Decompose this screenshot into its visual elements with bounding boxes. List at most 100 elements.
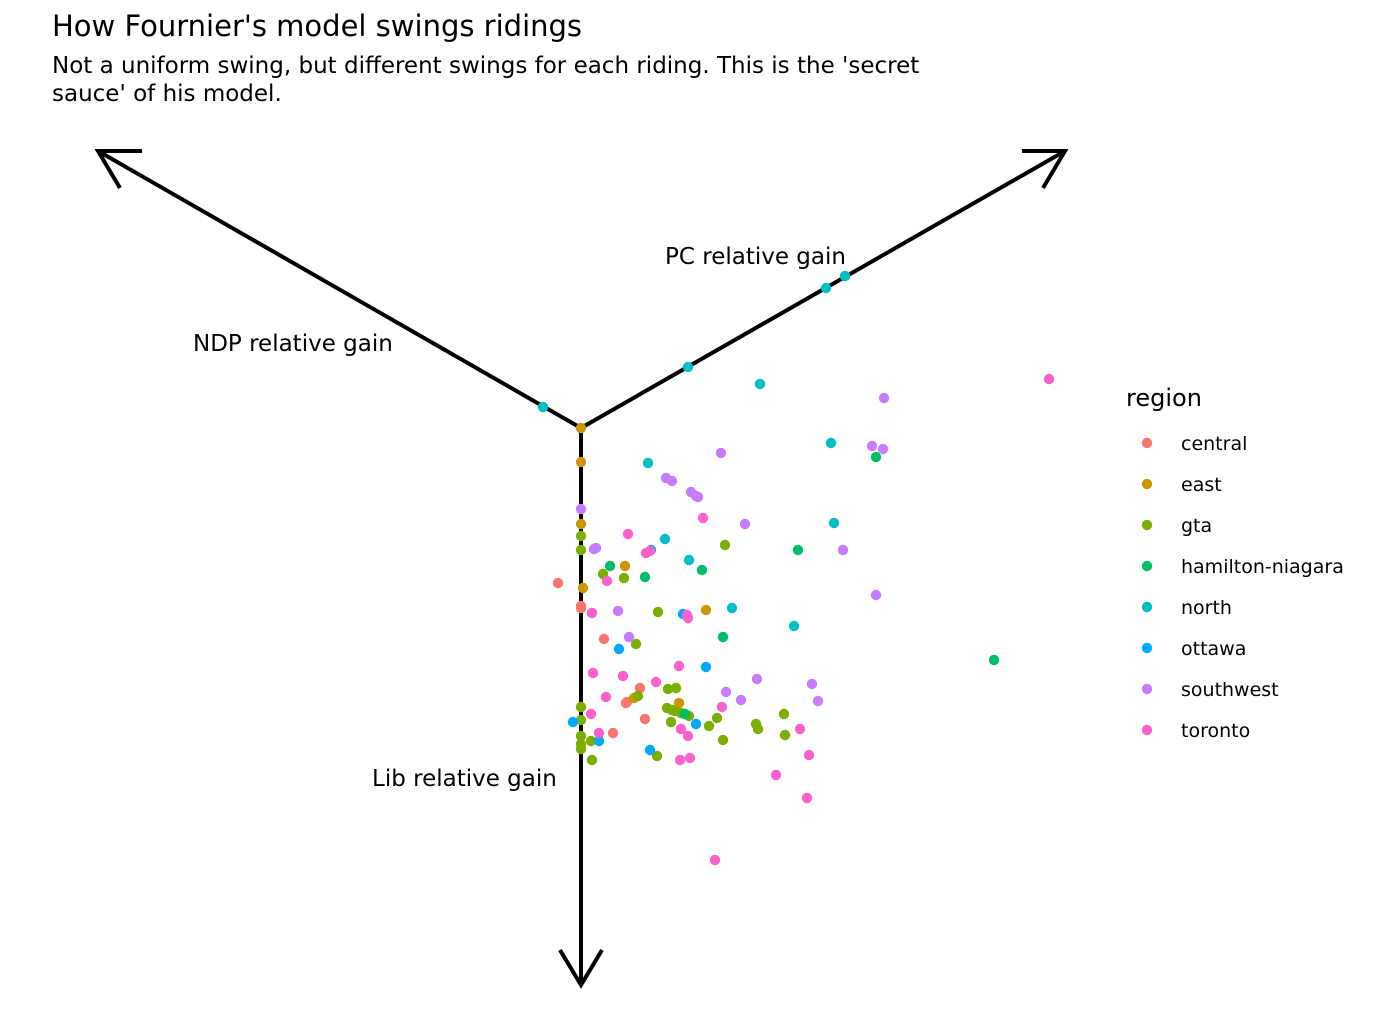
point-southwest-11 [739, 518, 751, 530]
point-toronto-23 [801, 792, 813, 804]
point-east-6 [673, 697, 685, 709]
point-gta-30 [651, 750, 663, 762]
point-north-2 [659, 533, 671, 545]
legend-key-east [1141, 478, 1153, 490]
chart-subtitle: Not a uniform swing, but different swing… [52, 53, 920, 107]
lib-axis-arrowhead [558, 948, 604, 989]
point-southwest-6 [666, 475, 678, 487]
legend-label-hamilton-niagara: hamilton-niagara [1181, 556, 1344, 578]
legend-label-north: north [1181, 597, 1232, 619]
point-gta-4 [575, 730, 587, 742]
point-north-11 [839, 270, 851, 282]
point-toronto-24 [803, 749, 815, 761]
point-toronto-11 [682, 612, 694, 624]
point-ottawa-6 [690, 718, 702, 730]
pc-axis-arrowhead [1022, 149, 1069, 190]
legend-key-toronto [1141, 724, 1153, 736]
chart-title: How Fournier's model swings ridings [52, 9, 583, 43]
point-southwest-13 [735, 694, 747, 706]
point-southwest-14 [751, 673, 763, 685]
point-toronto-25 [1043, 373, 1055, 385]
lib-axis-label: Lib relative gain [372, 766, 557, 792]
point-gta-3 [575, 714, 587, 726]
point-gta-11 [630, 638, 642, 650]
point-toronto-16 [682, 730, 694, 742]
point-toronto-12 [697, 512, 709, 524]
point-southwest-4 [623, 631, 635, 643]
point-hamilton-niagara-6 [870, 451, 882, 463]
point-north-5 [726, 602, 738, 614]
legend: region central east gta hamilton-niagara nor… [1126, 384, 1344, 742]
point-gta-29 [779, 729, 791, 741]
point-east-0 [575, 422, 587, 434]
point-toronto-0 [601, 575, 613, 587]
point-north-7 [788, 620, 800, 632]
point-central-9 [639, 713, 651, 725]
point-gta-28 [778, 708, 790, 720]
point-gta-24 [717, 734, 729, 746]
legend-label-toronto: toronto [1181, 720, 1250, 742]
point-east-7 [700, 604, 712, 616]
point-gta-10 [618, 572, 630, 584]
point-ottawa-4 [644, 744, 656, 756]
point-north-10 [820, 282, 832, 294]
point-central-8 [634, 682, 646, 694]
point-gta-1 [575, 544, 587, 556]
point-toronto-19 [716, 701, 728, 713]
point-east-3 [577, 582, 589, 594]
point-central-4 [598, 633, 610, 645]
point-gta-2 [575, 701, 587, 713]
point-gta-6 [575, 743, 587, 755]
point-toronto-22 [794, 723, 806, 735]
legend-key-central [1141, 437, 1153, 449]
point-toronto-9 [673, 660, 685, 672]
axes-layer [94, 149, 1069, 989]
ndp-axis-arrowhead [94, 149, 142, 190]
point-toronto-20 [709, 854, 721, 866]
point-gta-0 [575, 530, 587, 542]
point-north-6 [754, 378, 766, 390]
point-toronto-15 [675, 723, 687, 735]
legend-key-gta [1141, 519, 1153, 531]
legend-key-ottawa [1141, 642, 1153, 654]
point-ottawa-2 [613, 643, 625, 655]
pc-axis-label: PC relative gain [665, 244, 846, 270]
point-southwest-19 [878, 392, 890, 404]
ndp-axis-line [97, 149, 582, 430]
legend-key-hamilton-niagara [1141, 560, 1153, 572]
ndp-axis-label: NDP relative gain [193, 331, 393, 357]
point-southwest-12 [720, 686, 732, 698]
point-toronto-18 [684, 752, 696, 764]
point-southwest-9 [692, 491, 704, 503]
point-ottawa-1 [593, 735, 605, 747]
point-toronto-7 [617, 670, 629, 682]
point-southwest-17 [837, 544, 849, 556]
point-central-0 [552, 577, 564, 589]
point-gta-25 [719, 539, 731, 551]
point-southwest-21 [870, 589, 882, 601]
point-east-2 [575, 518, 587, 530]
point-east-4 [619, 560, 631, 572]
point-toronto-13 [585, 708, 597, 720]
point-gta-7 [585, 735, 597, 747]
point-southwest-16 [812, 695, 824, 707]
point-southwest-0 [575, 503, 587, 515]
point-gta-16 [665, 716, 677, 728]
point-north-0 [537, 401, 549, 413]
point-southwest-20 [877, 443, 889, 455]
legend-label-central: central [1181, 433, 1247, 455]
point-gta-14 [662, 683, 674, 695]
point-southwest-2 [590, 542, 602, 554]
point-southwest-15 [806, 678, 818, 690]
legend-label-gta: gta [1181, 515, 1212, 537]
point-hamilton-niagara-3 [696, 564, 708, 576]
point-toronto-2 [622, 528, 634, 540]
point-gta-13 [652, 606, 664, 618]
point-toronto-21 [770, 769, 782, 781]
point-central-2 [575, 602, 587, 614]
point-gta-17 [670, 682, 682, 694]
point-toronto-17 [674, 754, 686, 766]
point-north-9 [828, 517, 840, 529]
point-hamilton-niagara-1 [639, 571, 651, 583]
